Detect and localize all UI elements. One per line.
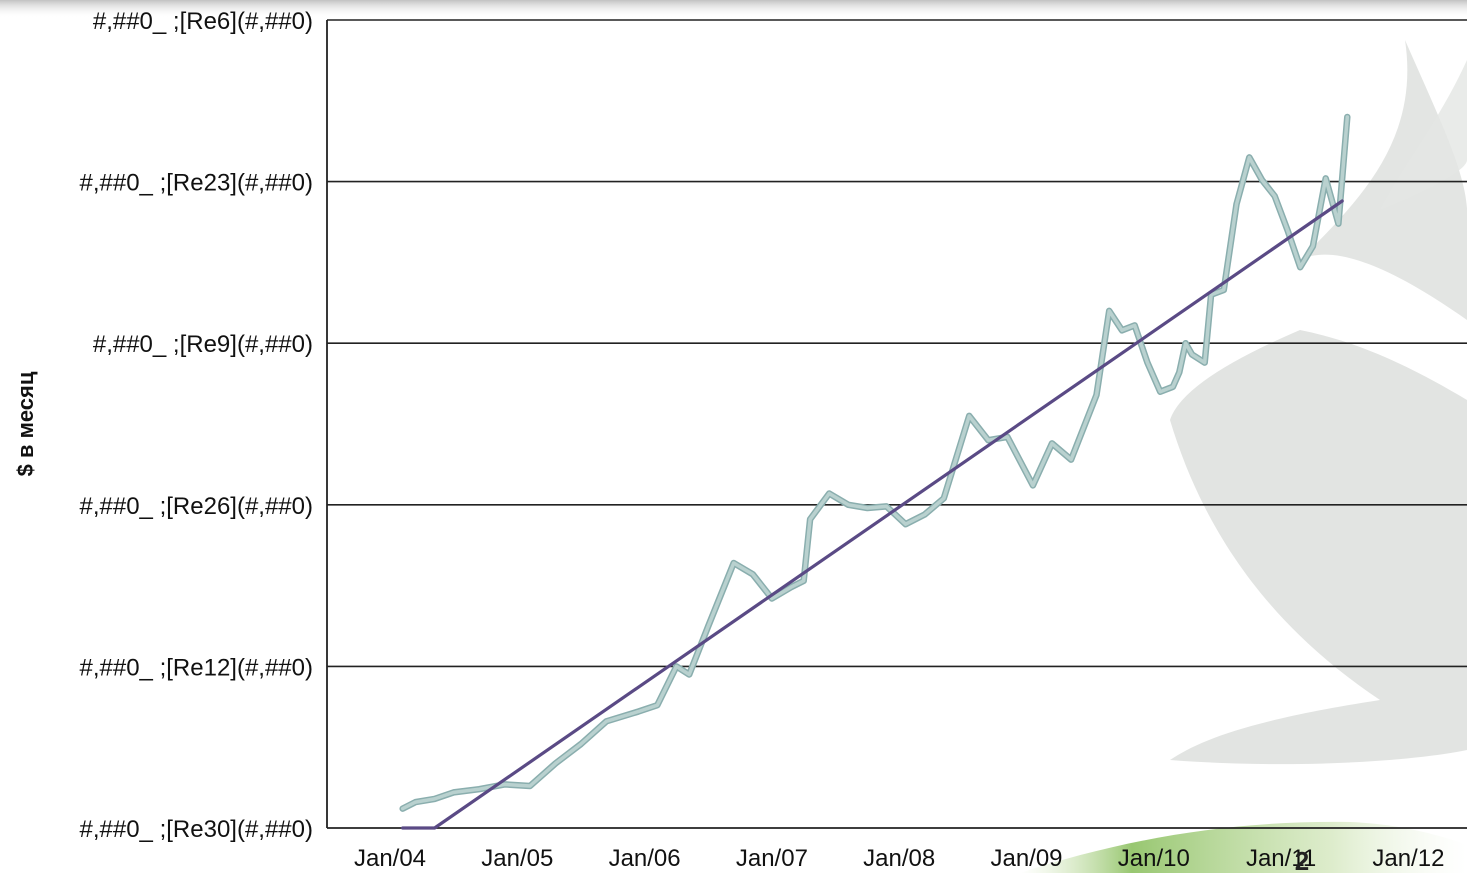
swoosh-watermark-upper	[1300, 40, 1467, 320]
y-axis-title: $ в месяц	[13, 371, 38, 476]
x-tick-label-3: Jan/07	[736, 845, 808, 872]
slide-number: 2	[1295, 846, 1309, 873]
y-tick-label-1: #,##0_ ;[Re12](#,##0)	[80, 654, 314, 681]
y-tick-label-5: #,##0_ ;[Re6](#,##0)	[93, 8, 313, 35]
x-tick-label-6: Jan/10	[1118, 845, 1190, 872]
gridlines	[327, 19, 1467, 668]
x-axis-tick-labels: Jan/04 Jan/05 Jan/06 Jan/07 Jan/08 Jan/09 Jan/…	[354, 845, 1444, 872]
axes	[326, 20, 1467, 829]
y-tick-label-3: #,##0_ ;[Re9](#,##0)	[93, 331, 313, 358]
swoosh-watermark-middle	[1380, 60, 1467, 210]
y-tick-label-2: #,##0_ ;[Re26](#,##0)	[80, 493, 314, 520]
y-axis-tick-labels: #,##0_ ;[Re30](#,##0) #,##0_ ;[Re12](#,##…	[80, 8, 314, 843]
y-tick-label-4: #,##0_ ;[Re23](#,##0)	[80, 170, 314, 197]
swoosh-watermark-lower	[1170, 330, 1467, 765]
x-tick-label-2: Jan/06	[609, 845, 681, 872]
x-tick-label-5: Jan/09	[990, 845, 1062, 872]
trend-line	[401, 199, 1344, 830]
x-tick-label-0: Jan/04	[354, 845, 426, 872]
x-tick-label-1: Jan/05	[481, 845, 553, 872]
x-tick-label-8: Jan/12	[1372, 845, 1444, 872]
green-band	[1020, 821, 1467, 873]
x-tick-label-7: Jan/11	[1246, 845, 1316, 872]
series	[399, 113, 1351, 830]
top-shade	[0, 0, 1467, 18]
y-tick-label-0: #,##0_ ;[Re30](#,##0)	[80, 816, 314, 843]
x-tick-label-4: Jan/08	[863, 845, 935, 872]
data-line	[400, 115, 1350, 811]
